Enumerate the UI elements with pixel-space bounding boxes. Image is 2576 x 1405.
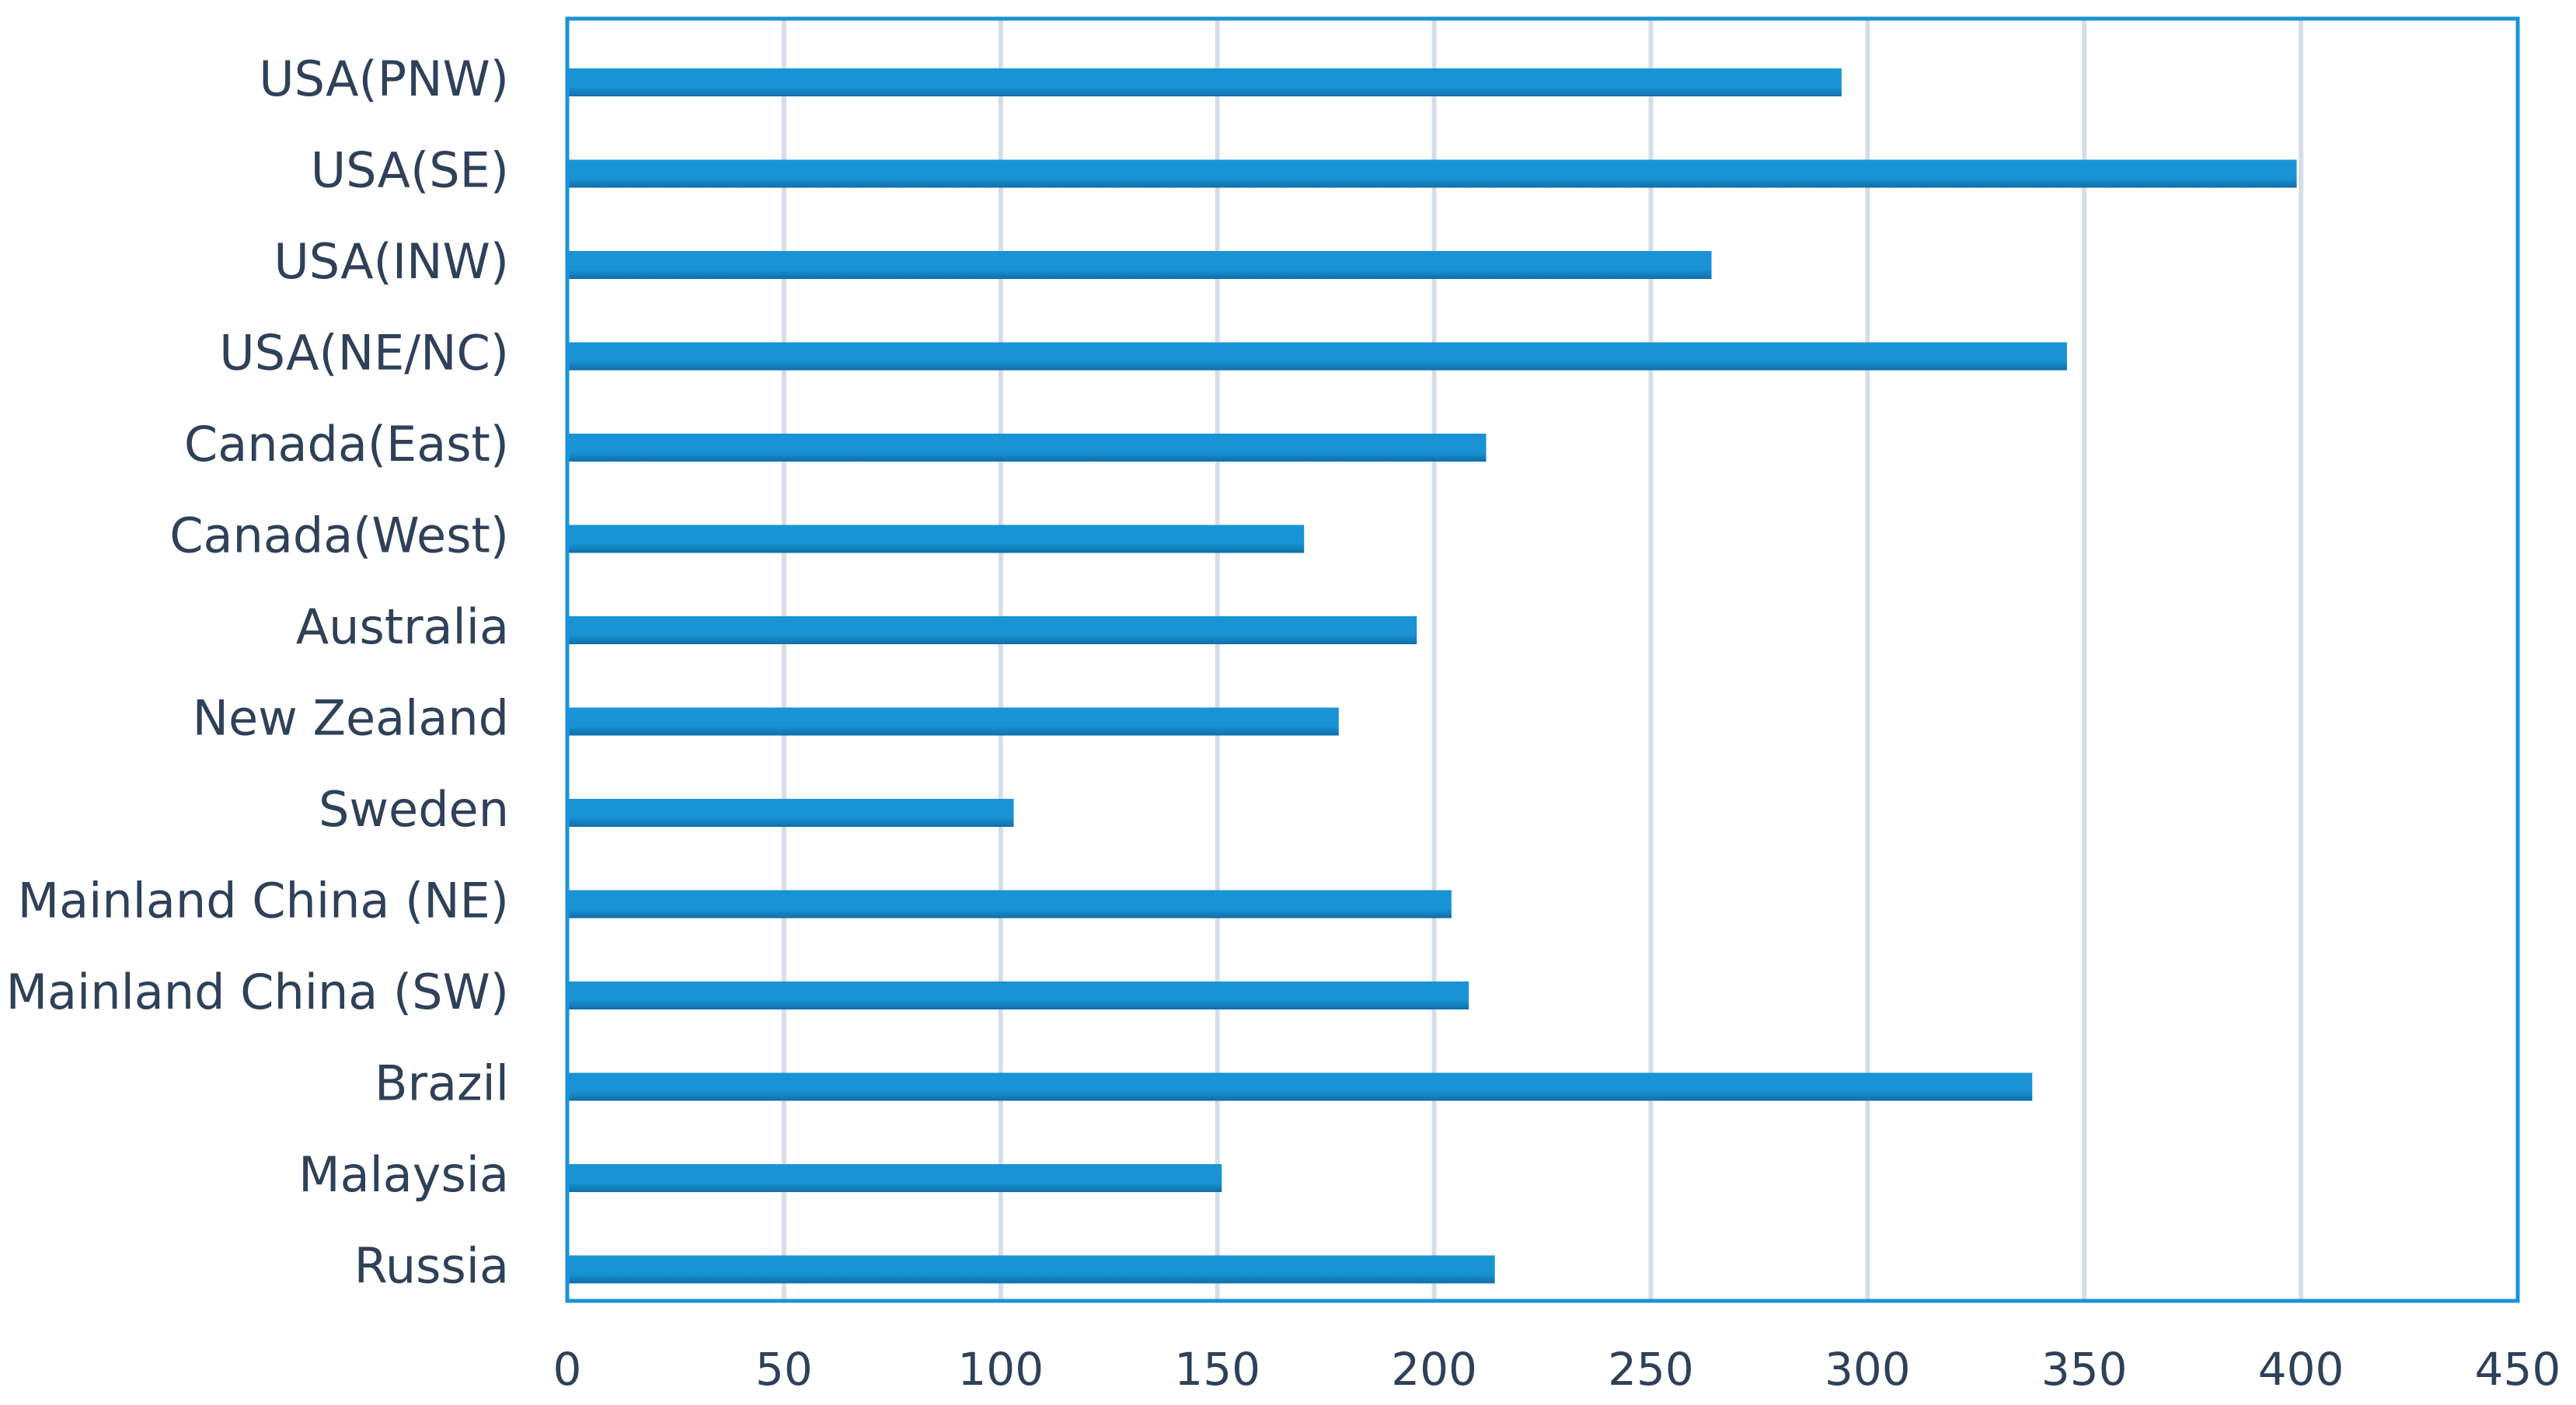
x-tick-label: 100 [957, 1343, 1044, 1396]
bar [567, 342, 2067, 371]
bar [567, 251, 1712, 279]
x-tick-label: 400 [2258, 1343, 2344, 1396]
category-label: USA(NE/NC) [219, 325, 509, 382]
x-tick-label: 50 [755, 1343, 813, 1396]
x-tick-label: 350 [2041, 1343, 2128, 1396]
category-label: Malaysia [298, 1146, 509, 1203]
category-label: Australia [296, 598, 509, 655]
bar [567, 1164, 1222, 1192]
category-label: Mainland China (SW) [6, 964, 509, 1020]
bars [567, 68, 2297, 1284]
x-tick-label: 200 [1391, 1343, 1477, 1396]
bar [567, 1072, 2033, 1101]
bar [567, 799, 1014, 827]
x-tick-label: 150 [1174, 1343, 1260, 1396]
plot-frame-rect [565, 16, 2520, 1303]
bar [567, 890, 1452, 919]
category-label: Canada(East) [184, 416, 509, 472]
bar [567, 616, 1417, 644]
category-label: Canada(West) [169, 507, 509, 564]
x-tick-label: 450 [2475, 1343, 2561, 1396]
category-labels: USA(PNW) USA(SE) USA(INW) USA(NE/NC) Canada(… [6, 51, 509, 1295]
plot-frame [565, 16, 2520, 1303]
category-label: New Zealand [193, 690, 509, 747]
bar [567, 525, 1305, 553]
x-tick-labels: 0 50 100 150 200 250 300 350 400 450 [553, 1343, 2561, 1396]
bar [567, 1255, 1495, 1284]
bar [567, 159, 2297, 188]
bar [567, 707, 1339, 736]
category-label: Sweden [319, 781, 509, 838]
category-label: Russia [354, 1238, 509, 1295]
x-tick-label: 0 [553, 1343, 582, 1396]
bar [567, 68, 1842, 96]
gridlines [781, 19, 2304, 1301]
category-label: USA(PNW) [259, 51, 509, 107]
x-tick-label: 250 [1608, 1343, 1694, 1396]
category-label: Mainland China (NE) [18, 873, 509, 929]
x-tick-label: 300 [1825, 1343, 1911, 1396]
bar [567, 981, 1469, 1009]
category-label: Brazil [375, 1055, 509, 1112]
bar [567, 434, 1487, 462]
category-label: USA(INW) [274, 233, 509, 290]
category-label: USA(SE) [311, 142, 509, 199]
